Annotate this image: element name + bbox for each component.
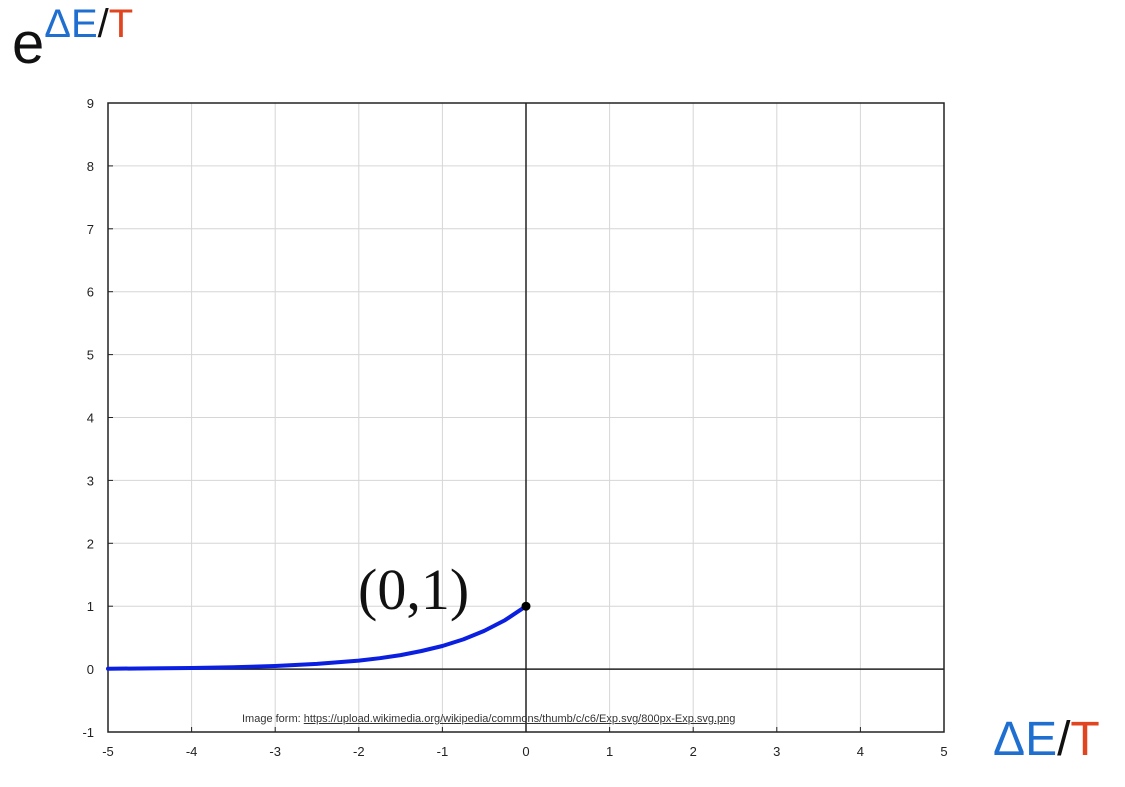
- y-exponent-delta-e: ΔE: [44, 2, 98, 46]
- y-axis-label-exponent: ΔE/T: [44, 2, 133, 46]
- x-axis-label: ΔE/T: [993, 712, 1100, 767]
- y-axis-label-base: e: [12, 11, 45, 76]
- x-tick-label: -2: [353, 744, 365, 759]
- exp-curve: [106, 604, 528, 671]
- x-label-slash: /: [1057, 713, 1071, 766]
- axes: [108, 103, 944, 732]
- x-tick-label: -3: [269, 744, 281, 759]
- y-tick-label: 2: [87, 536, 94, 551]
- caption-link[interactable]: https://upload.wikimedia.org/wikipedia/c…: [303, 713, 736, 725]
- y-tick-label: 6: [87, 285, 94, 300]
- x-label-t: T: [1070, 713, 1100, 766]
- y-tick-label: 7: [87, 222, 94, 237]
- y-tick-label: 3: [87, 473, 94, 488]
- x-tick-label: 0: [522, 744, 529, 759]
- x-label-delta-e: ΔE: [993, 713, 1058, 766]
- y-axis-label: eΔE/T: [12, 4, 133, 77]
- x-tick-label: 1: [606, 744, 613, 759]
- y-exponent-slash: /: [97, 2, 109, 46]
- x-tick-label: 4: [857, 744, 864, 759]
- x-tick-label: 3: [773, 744, 780, 759]
- y-tick-label: 0: [87, 662, 94, 677]
- x-tick-label: 2: [690, 744, 697, 759]
- point-annotation: (0,1): [358, 557, 470, 622]
- tick-labels: -5 -4 -3 -2 -1 0 1 2 3 4 5 -1 0 1 2 3 4 5 6 7 8 9: [82, 96, 947, 759]
- y-tick-label: -1: [82, 725, 94, 740]
- y-tick-label: 9: [87, 96, 94, 111]
- y-tick-label: 5: [87, 348, 94, 363]
- x-tick-label: 5: [940, 744, 947, 759]
- y-tick-label: 8: [87, 159, 94, 174]
- x-tick-label: -1: [437, 744, 449, 759]
- y-tick-label: 4: [87, 411, 94, 426]
- image-source-caption: Image form: https://upload.wikimedia.org…: [242, 713, 735, 725]
- x-tick-label: -4: [186, 744, 198, 759]
- caption-prefix: Image form:: [242, 713, 301, 725]
- point-marker: [521, 601, 531, 611]
- series-layer: [106, 601, 531, 671]
- x-tick-label: -5: [102, 744, 114, 759]
- y-tick-label: 1: [87, 599, 94, 614]
- y-exponent-t: T: [108, 2, 134, 46]
